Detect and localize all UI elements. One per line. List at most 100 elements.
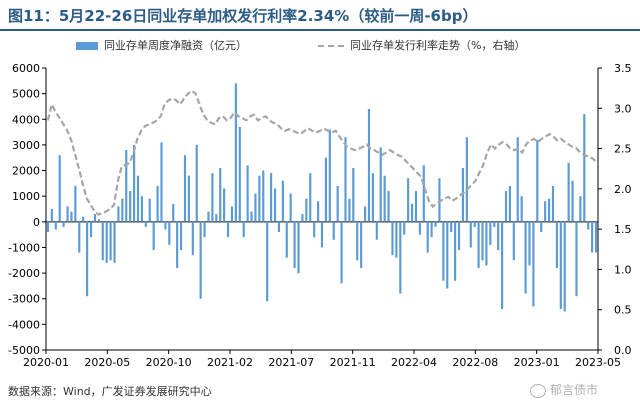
bar xyxy=(497,221,500,251)
bar xyxy=(418,221,421,235)
bar xyxy=(309,173,312,222)
bar xyxy=(536,139,539,222)
legend-bar-swatch xyxy=(76,42,98,50)
bar xyxy=(469,221,472,248)
bar xyxy=(446,221,449,289)
bar xyxy=(125,150,128,222)
bar xyxy=(399,221,402,294)
left-tick-label: 1000 xyxy=(12,190,40,203)
bar xyxy=(258,175,261,222)
bar xyxy=(383,175,386,222)
right-tick-label: 0.0 xyxy=(614,344,632,357)
bar xyxy=(136,175,140,222)
x-tick-label: 2022-08 xyxy=(452,356,498,369)
bar xyxy=(46,221,50,233)
left-tick-label: -1000 xyxy=(8,241,40,254)
bar xyxy=(352,167,355,222)
bar xyxy=(195,144,198,222)
bar xyxy=(540,221,543,233)
bar xyxy=(262,170,265,222)
right-tick-label: 2.0 xyxy=(614,183,632,196)
bar xyxy=(187,175,190,222)
bar xyxy=(242,221,245,238)
bar xyxy=(199,221,202,299)
bar xyxy=(121,198,124,222)
bar xyxy=(156,185,159,222)
bar xyxy=(547,198,551,222)
bar xyxy=(571,180,574,222)
watermark-text: 郁言债市 xyxy=(550,383,599,397)
title-underline xyxy=(0,29,640,31)
bar xyxy=(387,191,390,222)
bar xyxy=(223,188,226,222)
bar xyxy=(485,221,488,266)
bar xyxy=(62,221,65,227)
bar xyxy=(450,221,453,233)
bar xyxy=(356,221,359,261)
watermark: 郁言债市 xyxy=(530,381,598,398)
left-tick-label: -2000 xyxy=(8,267,40,280)
bar xyxy=(50,209,53,222)
bar xyxy=(422,165,425,222)
bar xyxy=(516,137,519,222)
bar xyxy=(524,221,527,294)
bar xyxy=(109,221,112,261)
bar xyxy=(461,167,465,222)
bar xyxy=(140,196,143,222)
bar xyxy=(93,214,97,222)
bar xyxy=(305,198,308,222)
bar xyxy=(332,221,335,240)
bar xyxy=(501,221,504,309)
bar xyxy=(277,221,281,233)
bar xyxy=(336,185,339,222)
bar xyxy=(481,221,484,261)
left-tick-label: -3000 xyxy=(8,293,40,306)
bar xyxy=(379,147,382,222)
right-tick-label: 3.0 xyxy=(614,102,632,115)
bar xyxy=(215,214,218,222)
left-tick-label: 6000 xyxy=(12,62,40,75)
bar xyxy=(54,221,57,230)
bar xyxy=(528,221,531,266)
left-tick-label: -5000 xyxy=(8,344,40,357)
bar xyxy=(301,214,304,222)
bar xyxy=(297,221,300,274)
bar xyxy=(430,221,433,238)
bar xyxy=(340,221,343,284)
left-tick-label: 0 xyxy=(33,216,40,229)
bar xyxy=(270,173,273,222)
bar xyxy=(74,185,77,222)
bar xyxy=(395,221,398,258)
bar xyxy=(371,173,374,222)
bar xyxy=(457,221,461,251)
bar xyxy=(250,211,253,222)
bar xyxy=(133,144,136,222)
left-tick-label: 2000 xyxy=(12,165,40,178)
x-tick-label: 2020-01 xyxy=(23,356,69,369)
bar xyxy=(465,137,468,222)
bar xyxy=(266,221,269,302)
bar xyxy=(164,221,167,230)
bar xyxy=(434,221,437,227)
bar xyxy=(591,221,594,253)
legend-bars: 同业存单周度净融资（亿元） xyxy=(76,37,247,53)
bar xyxy=(532,221,535,307)
right-tick-label: 2.5 xyxy=(614,143,632,156)
bar xyxy=(520,196,523,222)
bar xyxy=(285,221,288,258)
bar xyxy=(328,129,331,222)
bar xyxy=(559,221,562,309)
legend-bar-label: 同业存单周度净融资（亿元） xyxy=(104,39,247,52)
source-note: 数据来源：Wind，广发证券发展研究中心 xyxy=(8,385,212,398)
left-tick-label: 5000 xyxy=(12,88,40,101)
bar xyxy=(273,188,277,222)
right-tick-label: 1.5 xyxy=(614,223,632,236)
bar xyxy=(504,191,508,222)
bar xyxy=(234,83,237,222)
bar xyxy=(563,221,566,312)
left-tick-label: -4000 xyxy=(8,318,40,331)
bar xyxy=(183,155,187,222)
bar xyxy=(438,178,441,222)
bar xyxy=(289,193,292,222)
bar xyxy=(403,221,406,235)
